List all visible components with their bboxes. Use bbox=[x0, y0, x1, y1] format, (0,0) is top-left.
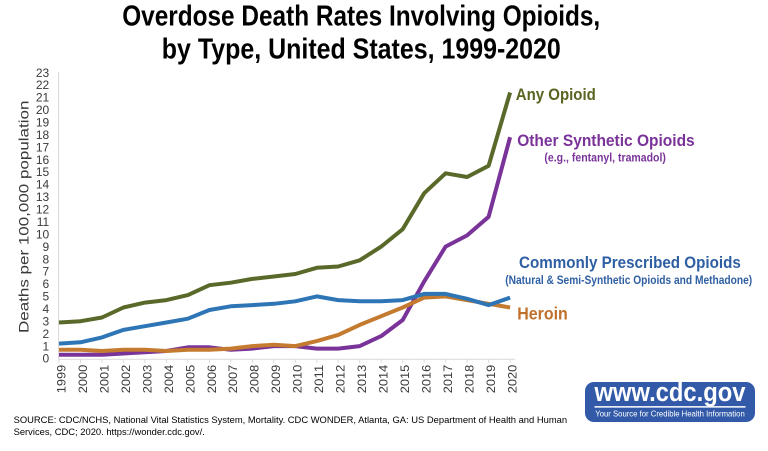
svg-text:2002: 2002 bbox=[119, 364, 133, 393]
svg-text:Commonly Prescribed Opioids: Commonly Prescribed Opioids bbox=[519, 254, 741, 272]
svg-text:23: 23 bbox=[36, 66, 50, 80]
svg-text:5: 5 bbox=[43, 290, 50, 304]
svg-text:4: 4 bbox=[43, 302, 50, 316]
svg-text:2011: 2011 bbox=[312, 364, 326, 393]
svg-text:2016: 2016 bbox=[420, 364, 434, 393]
svg-text:1999: 1999 bbox=[54, 364, 68, 393]
svg-text:Your Source for Credible Healt: Your Source for Credible Health Informat… bbox=[595, 408, 745, 418]
svg-text:1: 1 bbox=[43, 339, 50, 353]
svg-text:2005: 2005 bbox=[183, 364, 197, 393]
svg-text:14: 14 bbox=[36, 178, 50, 192]
svg-text:3: 3 bbox=[43, 314, 50, 328]
svg-text:2020: 2020 bbox=[506, 364, 520, 393]
svg-text:2013: 2013 bbox=[355, 364, 369, 393]
svg-text:2014: 2014 bbox=[377, 364, 391, 393]
svg-text:Overdose Death Rates Involving: Overdose Death Rates Involving Opioids, bbox=[122, 0, 600, 31]
svg-text:2004: 2004 bbox=[162, 364, 176, 393]
svg-text:2019: 2019 bbox=[484, 364, 498, 393]
svg-text:13: 13 bbox=[36, 190, 50, 204]
svg-text:(Natural & Semi-Synthetic Opio: (Natural & Semi-Synthetic Opioids and Me… bbox=[505, 275, 752, 287]
svg-text:by Type, United States, 1999-2: by Type, United States, 1999-2020 bbox=[162, 32, 561, 64]
svg-text:2007: 2007 bbox=[226, 364, 240, 393]
svg-text:20: 20 bbox=[36, 103, 50, 117]
svg-text:2006: 2006 bbox=[205, 364, 219, 393]
svg-text:Other Synthetic Opioids: Other Synthetic Opioids bbox=[517, 132, 695, 150]
svg-text:2: 2 bbox=[43, 327, 50, 341]
svg-text:2003: 2003 bbox=[140, 364, 154, 393]
svg-text:11: 11 bbox=[37, 215, 50, 229]
svg-text:6: 6 bbox=[43, 277, 50, 291]
svg-text:Deaths per 100,000 population: Deaths per 100,000 population bbox=[16, 101, 32, 333]
svg-text:2017: 2017 bbox=[441, 364, 455, 393]
svg-text:2015: 2015 bbox=[398, 364, 412, 393]
svg-text:16: 16 bbox=[36, 153, 50, 167]
svg-text:12: 12 bbox=[36, 203, 50, 217]
svg-text:2010: 2010 bbox=[291, 364, 305, 393]
svg-text:2012: 2012 bbox=[334, 364, 348, 393]
svg-text:17: 17 bbox=[36, 140, 50, 154]
svg-text:2008: 2008 bbox=[248, 364, 262, 393]
svg-text:0: 0 bbox=[43, 352, 50, 366]
svg-text:Any Opioid: Any Opioid bbox=[516, 86, 596, 104]
svg-text:2009: 2009 bbox=[269, 364, 283, 393]
svg-text:15: 15 bbox=[36, 165, 50, 179]
svg-text:2018: 2018 bbox=[463, 364, 477, 393]
svg-text:18: 18 bbox=[36, 128, 50, 142]
svg-text:www.cdc.gov: www.cdc.gov bbox=[593, 382, 746, 407]
svg-text:21: 21 bbox=[36, 91, 50, 105]
svg-text:10: 10 bbox=[36, 227, 50, 241]
svg-text:Heroin: Heroin bbox=[517, 304, 568, 324]
svg-text:8: 8 bbox=[43, 252, 50, 266]
svg-text:7: 7 bbox=[43, 265, 50, 279]
svg-text:2001: 2001 bbox=[97, 364, 111, 393]
svg-text:19: 19 bbox=[36, 116, 50, 130]
svg-text:(e.g., fentanyl, tramadol): (e.g., fentanyl, tramadol) bbox=[544, 152, 666, 164]
svg-text:9: 9 bbox=[43, 240, 50, 254]
svg-text:22: 22 bbox=[36, 78, 50, 92]
svg-text:2000: 2000 bbox=[76, 364, 90, 393]
